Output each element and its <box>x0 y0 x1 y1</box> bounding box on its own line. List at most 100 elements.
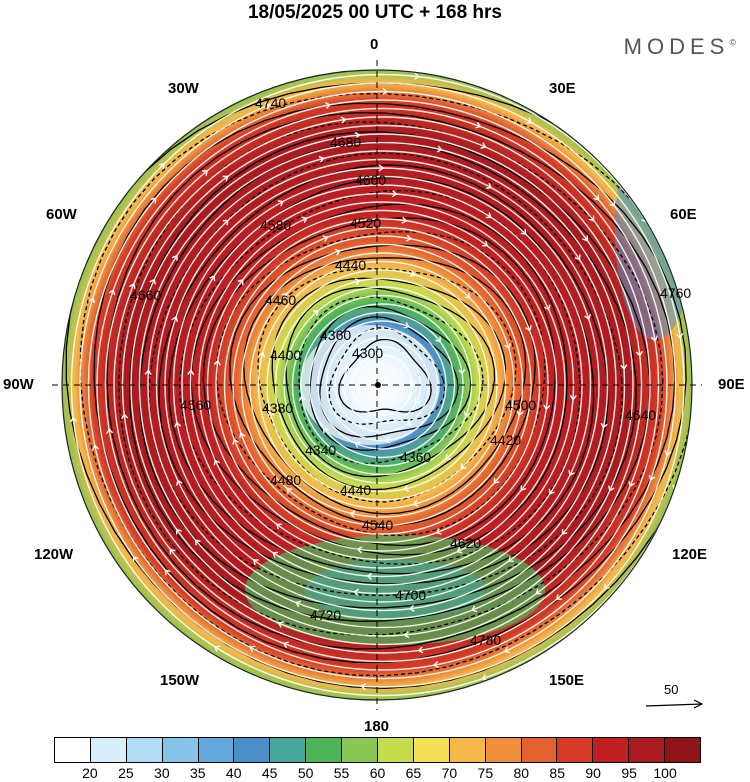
streamline-arrow <box>543 304 551 311</box>
streamline-arrow <box>366 572 373 580</box>
contour-label: 4780 <box>470 632 501 648</box>
streamline-arrow <box>561 528 568 535</box>
streamline-arrow <box>406 419 413 426</box>
streamline-arrow <box>171 315 179 322</box>
contour-line <box>106 112 676 650</box>
streamline-arrow <box>507 556 514 562</box>
streamline-arrow <box>503 646 511 654</box>
contour-label: 4360 <box>320 327 351 343</box>
contour-label: 4760 <box>660 285 691 301</box>
contour-label: 4540 <box>362 517 393 533</box>
streamline-arrow <box>584 313 592 321</box>
contour-line <box>202 217 556 547</box>
streamline-arrow <box>252 559 259 565</box>
streamline-arrow <box>475 121 482 129</box>
colorbar-swatch <box>665 738 701 762</box>
streamline-arrow <box>482 240 489 247</box>
contour-label: 4460 <box>265 292 296 308</box>
streamline-arrow <box>463 411 471 418</box>
streamline-arrow <box>354 131 361 139</box>
streamline-arrow <box>222 219 229 226</box>
lon-label-120w: 120W <box>34 546 74 563</box>
streamline-arrow <box>408 604 415 612</box>
streamline-arrow <box>516 410 524 417</box>
streamline-arrow <box>403 322 410 329</box>
colorbar-ticks: 20 25 30 35 40 45 50 55 60 65 70 75 80 85 90 95 100 <box>54 765 701 781</box>
colorbar-tick: 35 <box>189 765 206 781</box>
streamline-arrow <box>144 369 152 376</box>
lon-label-180: 180 <box>364 718 390 735</box>
streamline-arrow <box>435 336 441 343</box>
streamline-arrow <box>237 278 244 285</box>
streamline-arrow <box>209 275 216 282</box>
streamline-arrow <box>480 142 487 149</box>
contour-line <box>229 244 536 526</box>
streamline-arrow <box>267 410 275 417</box>
streamline-arrow <box>222 175 229 182</box>
streamline-arrow <box>213 359 221 366</box>
streamline-arrow <box>628 480 635 488</box>
contour-label: 4340 <box>305 442 336 458</box>
streamline-arrow <box>378 164 385 172</box>
streamline-arrow <box>403 484 410 492</box>
colorbar-swatch <box>90 738 127 762</box>
streamline-arrow <box>403 631 410 639</box>
contour-line <box>298 296 484 465</box>
contour-line <box>338 338 432 413</box>
contour-label: 4560 <box>180 397 211 413</box>
colorbar-swatch <box>557 738 594 762</box>
colorbar-tick: 30 <box>154 765 170 781</box>
streamline-arrow <box>574 254 581 261</box>
streamline-arrow <box>520 228 527 235</box>
lon-label-30e: 30E <box>549 80 576 97</box>
streamline-arrow <box>238 432 246 439</box>
contour-label: 4640 <box>625 407 656 423</box>
colorbar-tick: 95 <box>621 765 637 781</box>
streamline-arrow <box>436 145 443 153</box>
streamline-arrow <box>409 270 416 278</box>
streamline-arrow <box>286 487 293 494</box>
streamline-arrow <box>129 282 136 290</box>
streamline-arrow <box>323 427 329 434</box>
streamline-arrow <box>471 605 478 613</box>
streamline-arrow <box>458 368 466 375</box>
contour-line <box>285 286 496 478</box>
streamline-arrow <box>174 421 182 428</box>
streamline-arrow <box>171 254 178 261</box>
colorbar <box>54 737 701 763</box>
contour-label: 4700 <box>395 587 426 603</box>
colorbar-swatch <box>234 738 271 762</box>
contour-line <box>148 152 623 597</box>
contour-line <box>158 164 609 585</box>
streamline-arrow <box>264 102 271 110</box>
contour-label: 4300 <box>352 345 383 361</box>
streamline-arrow <box>433 661 439 669</box>
streamline-arrow <box>676 333 684 340</box>
contour-line <box>168 176 595 575</box>
contour-line <box>93 102 687 664</box>
streamline-arrow <box>555 594 562 600</box>
streamline-arrow <box>593 194 600 201</box>
streamline-arrow <box>417 646 424 654</box>
colorbar-tick: 85 <box>549 765 566 781</box>
streamline-arrow <box>322 235 329 242</box>
contour-labels: 4300 4340 4360 4360 4380 4400 4420 4440 4440 4460… <box>130 95 691 648</box>
streamline-arrow <box>460 463 467 470</box>
speed-patch-east <box>615 120 692 340</box>
colorbar-swatch <box>413 738 450 762</box>
streamline-arrow <box>334 248 341 256</box>
colorbar-swatch <box>55 738 91 762</box>
streamline-arrow <box>132 555 139 562</box>
streamline-arrow <box>295 600 302 608</box>
colorbar-swatch <box>629 738 666 762</box>
contour-label: 4400 <box>270 347 301 363</box>
copyright-mark: © <box>729 37 736 48</box>
colorbar-tick: 90 <box>585 765 601 781</box>
pole-marker <box>375 382 381 388</box>
lon-label-150e: 150E <box>549 672 585 689</box>
streamline-arrow <box>635 350 643 357</box>
lon-label-60e: 60E <box>670 206 697 223</box>
colorbar-swatch <box>198 738 235 762</box>
contour-label: 4500 <box>505 397 536 413</box>
streamline-arrow <box>548 488 555 495</box>
